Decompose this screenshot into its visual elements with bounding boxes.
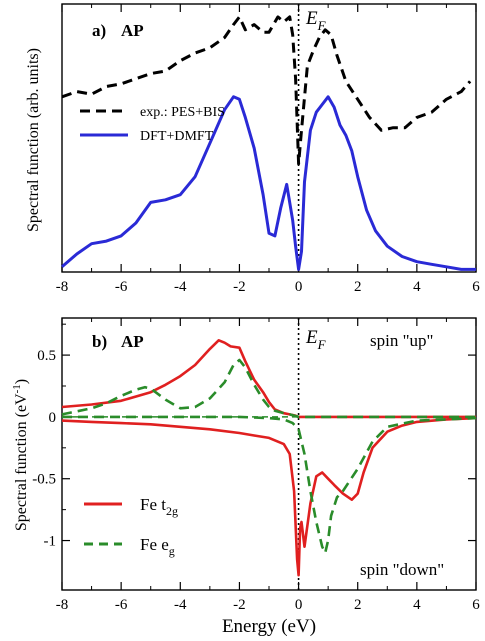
panel-a-label: a)	[92, 21, 106, 40]
legend-b-eg-text: Fe e	[140, 535, 169, 554]
panel-b-y-tick-label: -1	[44, 534, 57, 550]
panel-b-y-tick-label: 0	[49, 410, 57, 426]
panel-b-title: AP	[121, 332, 144, 351]
panel-b-x-tick-label: -2	[233, 597, 246, 613]
panel-b-series	[61, 338, 477, 577]
panel-a-x-tick-label: -2	[233, 279, 246, 295]
panel-b-ylabel-sup: -1	[11, 384, 23, 393]
panel-a-ylabel: Spectral function (arb. units)	[25, 48, 42, 232]
panel-a-x-tick-label: 4	[413, 279, 421, 295]
legend-a-label-exp: exp.: PES+BIS	[140, 105, 225, 120]
panel-b-series-3	[62, 415, 477, 555]
panel-a-title: AP	[121, 21, 144, 40]
panel-a-fermi-label: EF	[305, 8, 327, 33]
legend-b-eg-sub: g	[169, 544, 175, 558]
spin-up-label: spin "up"	[370, 331, 433, 350]
panel-b-x-tick-label: -8	[56, 597, 69, 613]
panel-b-x-tick-label: 2	[354, 597, 362, 613]
legend-b-label-eg: Fe eg	[140, 535, 175, 558]
panel-b-x-tick-label: 4	[413, 597, 421, 613]
panel-a-x-tick-label: -8	[56, 279, 69, 295]
legend-b-t2g-sub: 2g	[166, 504, 178, 518]
panel-a-fermi-sub: F	[317, 18, 327, 33]
panel-b-x-tick-label: 6	[472, 597, 480, 613]
panel-b-fermi-sub: F	[317, 337, 327, 352]
panel-b-ylabel: Spectral function (eV-1)	[11, 379, 30, 531]
panel-b-ticks: -8 -6 -4 -2 0 2 4 6 0.5 0 -0.5 -1	[32, 318, 480, 613]
panel-a-x-tick-label: 0	[295, 279, 303, 295]
panel-b-fermi-E: E	[305, 327, 318, 348]
panel-b-y-tick-label: -0.5	[32, 472, 56, 488]
panel-a-series	[61, 15, 476, 271]
panel-b-x-tick-label: -6	[115, 597, 128, 613]
legend-a-label-dft: DFT+DMFT	[140, 129, 214, 144]
panel-a-x-tick-label: -4	[174, 279, 187, 295]
panel-b-ylabel-tail: )	[13, 379, 30, 384]
legend-b-t2g-text: Fe t	[140, 495, 166, 514]
panel-b-series-1	[61, 416, 477, 577]
panel-b-y-tick-label: 0.5	[37, 348, 56, 364]
legend-b-label-t2g: Fe t2g	[140, 495, 178, 518]
panel-b-label: b)	[92, 332, 107, 351]
panel-b-frame	[61, 317, 477, 591]
panel-b-series-2	[61, 358, 476, 419]
panel-b-x-tick-label: 0	[295, 597, 303, 613]
panel-a-series-1	[61, 95, 476, 271]
x-axis-label: Energy (eV)	[222, 616, 316, 637]
panel-a-x-tick-label: 2	[354, 279, 362, 295]
panel-a-x-tick-label: 6	[472, 279, 480, 295]
spin-down-label: spin "down"	[360, 560, 444, 579]
panel-b-fermi-label: EF	[305, 327, 327, 352]
panel-a-x-ticks: -8 -6 -4 -2 0 2 4 6	[56, 4, 480, 295]
panel-b-x-tick-label: -4	[174, 597, 187, 613]
panel-a-x-tick-label: -6	[115, 279, 128, 295]
panel-b-ylabel-main: Spectral function (eV	[13, 393, 30, 531]
panel-a-fermi-E: E	[305, 8, 318, 29]
